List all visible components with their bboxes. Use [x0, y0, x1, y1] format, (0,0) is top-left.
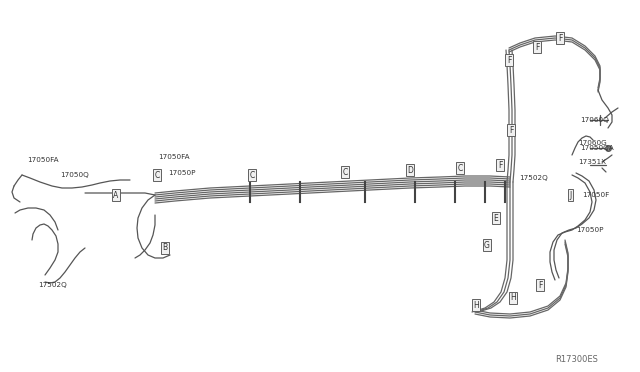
Text: H: H	[473, 301, 479, 310]
Text: 17060G: 17060G	[578, 140, 607, 146]
Text: D: D	[407, 166, 413, 174]
Text: 17502Q: 17502Q	[519, 175, 548, 181]
Text: H: H	[510, 294, 516, 302]
Text: 17050P: 17050P	[576, 227, 604, 233]
Text: J: J	[570, 190, 572, 199]
Text: 17050FA: 17050FA	[27, 157, 59, 163]
Text: F: F	[558, 33, 562, 42]
Text: F: F	[509, 125, 513, 135]
Text: 17050FA: 17050FA	[158, 154, 189, 160]
Text: C: C	[250, 170, 255, 180]
Text: 17060Q: 17060Q	[580, 117, 609, 123]
Text: F: F	[507, 55, 511, 64]
Text: 17050QA: 17050QA	[580, 145, 614, 151]
Text: G: G	[484, 241, 490, 250]
Text: R17300ES: R17300ES	[555, 356, 598, 365]
Text: C: C	[342, 167, 348, 176]
Text: F: F	[498, 160, 502, 170]
Text: F: F	[538, 280, 542, 289]
Text: B: B	[163, 244, 168, 253]
Text: 17050F: 17050F	[582, 192, 609, 198]
Text: 17502Q: 17502Q	[38, 282, 67, 288]
Text: 17351X: 17351X	[578, 159, 606, 165]
Text: 17050P: 17050P	[168, 170, 195, 176]
Text: E: E	[493, 214, 499, 222]
Text: A: A	[113, 190, 118, 199]
Text: 17050Q: 17050Q	[60, 172, 89, 178]
Text: C: C	[154, 170, 159, 180]
Text: F: F	[535, 42, 539, 51]
Text: C: C	[458, 164, 463, 173]
